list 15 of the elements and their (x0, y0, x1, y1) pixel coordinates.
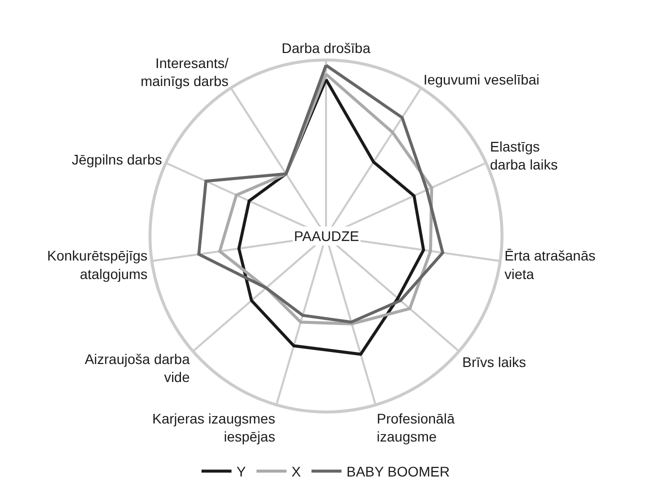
legend-label: X (292, 464, 302, 480)
spoke-label: Elastīgs darba laiks (490, 138, 558, 173)
spoke-label: Aizraujoša darba vide (84, 350, 190, 385)
text: PAAUDZE (294, 228, 360, 244)
spoke-label: Karjeras izaugsmes iespējas (152, 410, 276, 445)
spoke-label: Profesionālā izaugsme (376, 410, 455, 445)
spoke-label: Brīvs laiks (462, 354, 526, 370)
spoke-label: Konkurētspējīgs atalgojums (47, 248, 148, 282)
spoke-label: Jēgpilns darbs (72, 151, 162, 168)
spoke-label: Interesants/ mainīgs darbs (140, 54, 229, 90)
spoke-label: Ērta atrašanās vieta (504, 248, 596, 282)
legend-label: BABY BOOMER (346, 464, 450, 480)
legend-label: Y (236, 464, 246, 480)
spoke-label: Darba drošība (282, 40, 371, 56)
spoke-label: Ieguvumi veselībai (423, 72, 540, 88)
